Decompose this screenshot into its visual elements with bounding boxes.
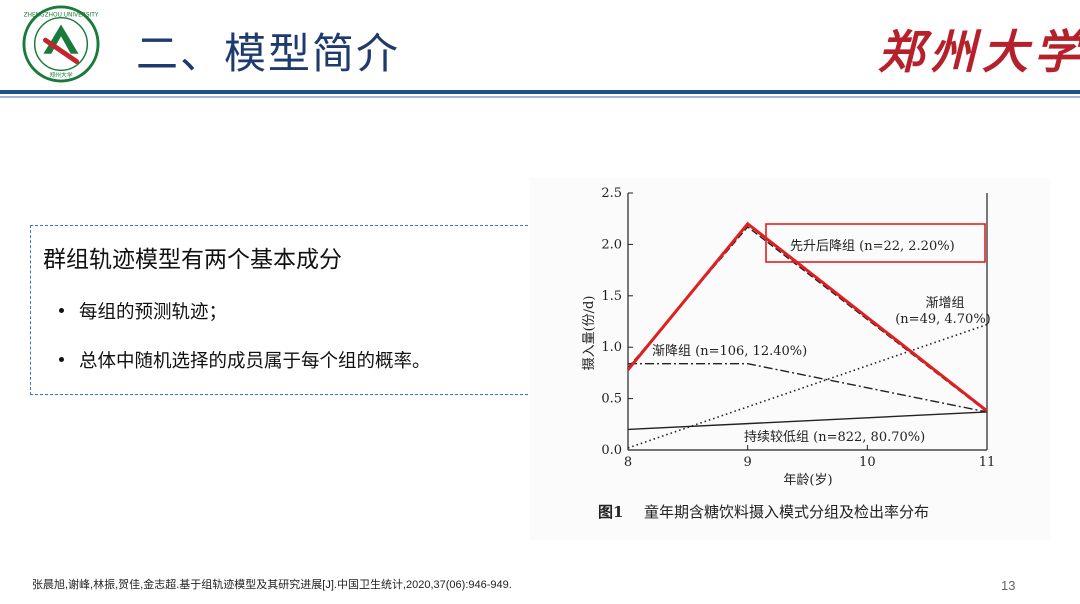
- y-tick-label: 0.0: [601, 443, 622, 458]
- figure-background: [530, 178, 1050, 540]
- series-label-low: 持续较低组 (n=822, 80.70%): [744, 430, 925, 445]
- red-highlight-line: [626, 221, 988, 413]
- trajectory-chart: 0.0 0.5 1.0 1.5 2.0 2.5 8 9 10 11 先升后降组 (n=22, 2.…: [582, 186, 996, 521]
- x-tick-label: 9: [744, 455, 752, 470]
- series-label-increase: 渐增组: [925, 296, 964, 311]
- y-axis-label: 摄入量(份/d): [582, 296, 597, 371]
- series-label-decrease: 渐降组 (n=106, 12.40%): [652, 344, 807, 359]
- logo-text-top: ZHENGZHOU UNIVERSITY: [24, 13, 99, 19]
- figure-caption-text: 童年期含糖饮料摄入模式分组及检出率分布: [644, 503, 929, 521]
- series-line-1: [627, 323, 988, 449]
- header-divider-thin: [0, 96, 1080, 98]
- bullet-item: 总体中随机选择的成员属于每个组的概率。: [59, 347, 431, 373]
- series-label-rise-fall: 先升后降组 (n=22, 2.20%): [790, 239, 955, 254]
- y-tick-label: 1.5: [601, 289, 622, 304]
- y-tick-label: 0.5: [601, 392, 622, 407]
- series-line-3: [627, 411, 988, 431]
- reference-citation: 张晨旭,谢峰,林振,贺佳,金志超.基于组轨迹模型及其研究进展[J].中国卫生统计…: [32, 579, 512, 591]
- university-name: 郑州大学: [878, 25, 1080, 79]
- header-divider: [0, 90, 1080, 94]
- x-axis-label: 年龄(岁): [783, 473, 832, 488]
- page-number: 13: [1001, 578, 1016, 593]
- red-highlight-box: [765, 223, 986, 263]
- x-tick-label: 10: [859, 455, 876, 470]
- slide-title: 二、模型简介: [136, 29, 401, 78]
- y-tick-label: 2.5: [601, 186, 622, 201]
- x-tick-label: 11: [979, 455, 996, 470]
- figure-caption-label: 图1: [598, 503, 623, 521]
- series-line-2: [628, 362, 988, 413]
- trajectory-figure: 0.0 0.5 1.0 1.5 2.0 2.5 8 9 10 11 先升后降组 (n=22, 2.…: [530, 178, 1050, 548]
- key-points-heading: 群组轨迹模型有两个基本成分: [43, 247, 342, 273]
- series-label-increase-n: (n=49, 4.70%): [895, 312, 991, 327]
- y-tick-label: 2.0: [601, 237, 622, 252]
- logo-text-bottom: 郑州大学: [49, 71, 73, 79]
- x-tick-label: 8: [624, 455, 632, 470]
- slide-header: ZHENGZHOU UNIVERSITY 郑州大学 二、模型简介 郑州大学: [0, 0, 1080, 100]
- university-logo: ZHENGZHOU UNIVERSITY 郑州大学: [22, 5, 100, 83]
- bullet-item: 每组的预测轨迹；: [58, 298, 227, 324]
- key-points-box: 群组轨迹模型有两个基本成分 每组的预测轨迹； 总体中随机选择的成员属于每个组的概…: [30, 225, 528, 395]
- y-tick-label: 1.0: [601, 340, 622, 355]
